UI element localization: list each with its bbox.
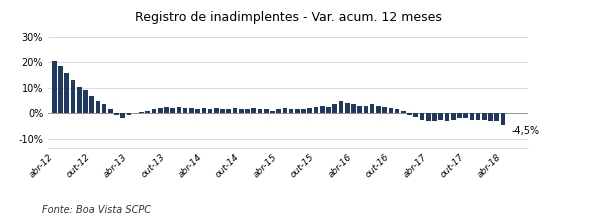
Bar xyxy=(95,101,100,113)
Bar xyxy=(439,113,443,120)
Bar xyxy=(289,109,293,113)
Bar xyxy=(277,109,281,113)
Bar xyxy=(158,108,163,113)
Bar xyxy=(139,112,144,113)
Bar xyxy=(295,109,299,113)
Bar xyxy=(239,109,244,113)
Bar xyxy=(114,113,119,115)
Bar xyxy=(470,113,474,120)
Bar xyxy=(183,108,187,113)
Bar xyxy=(345,103,350,113)
Bar xyxy=(338,101,343,113)
Bar xyxy=(71,80,75,113)
Bar xyxy=(476,113,481,120)
Bar xyxy=(395,109,400,113)
Bar xyxy=(451,113,455,120)
Bar xyxy=(463,113,468,118)
Bar xyxy=(214,108,218,113)
Bar xyxy=(488,113,493,121)
Bar xyxy=(108,109,113,113)
Bar xyxy=(426,113,431,121)
Bar xyxy=(270,111,275,113)
Bar xyxy=(407,113,412,115)
Bar xyxy=(370,104,374,113)
Bar xyxy=(401,111,406,113)
Bar xyxy=(77,87,82,113)
Bar xyxy=(245,109,250,113)
Bar xyxy=(102,104,106,113)
Bar xyxy=(220,109,225,113)
Bar xyxy=(251,108,256,113)
Bar xyxy=(83,90,88,113)
Bar xyxy=(64,73,69,113)
Bar xyxy=(332,104,337,113)
Bar xyxy=(121,113,125,118)
Bar xyxy=(226,109,231,113)
Bar xyxy=(320,106,325,113)
Bar xyxy=(358,106,362,113)
Bar xyxy=(364,106,368,113)
Bar xyxy=(202,108,206,113)
Bar xyxy=(127,113,131,115)
Bar xyxy=(164,107,169,113)
Bar xyxy=(145,111,150,113)
Bar xyxy=(58,66,63,113)
Bar xyxy=(195,109,200,113)
Bar xyxy=(314,107,319,113)
Bar xyxy=(376,106,381,113)
Bar xyxy=(152,109,157,113)
Bar xyxy=(307,108,312,113)
Bar xyxy=(445,113,449,121)
Bar xyxy=(413,113,418,117)
Bar xyxy=(52,61,56,113)
Bar xyxy=(283,108,287,113)
Bar xyxy=(189,108,194,113)
Bar xyxy=(382,107,387,113)
Bar xyxy=(482,113,487,120)
Text: Fonte: Boa Vista SCPC: Fonte: Boa Vista SCPC xyxy=(42,205,151,215)
Bar xyxy=(432,113,437,121)
Bar xyxy=(264,109,269,113)
Bar xyxy=(176,107,181,113)
Bar xyxy=(170,108,175,113)
Bar xyxy=(419,113,424,120)
Bar xyxy=(301,109,306,113)
Bar xyxy=(494,113,499,121)
Bar xyxy=(457,113,462,118)
Text: -4,5%: -4,5% xyxy=(511,126,539,136)
Bar xyxy=(389,108,393,113)
Bar xyxy=(326,107,331,113)
Bar xyxy=(501,113,505,125)
Bar xyxy=(257,109,262,113)
Bar xyxy=(208,109,212,113)
Bar xyxy=(89,95,94,113)
Bar xyxy=(351,104,356,113)
Bar xyxy=(233,108,238,113)
Title: Registro de inadimplentes - Var. acum. 12 meses: Registro de inadimplentes - Var. acum. 1… xyxy=(134,11,442,24)
